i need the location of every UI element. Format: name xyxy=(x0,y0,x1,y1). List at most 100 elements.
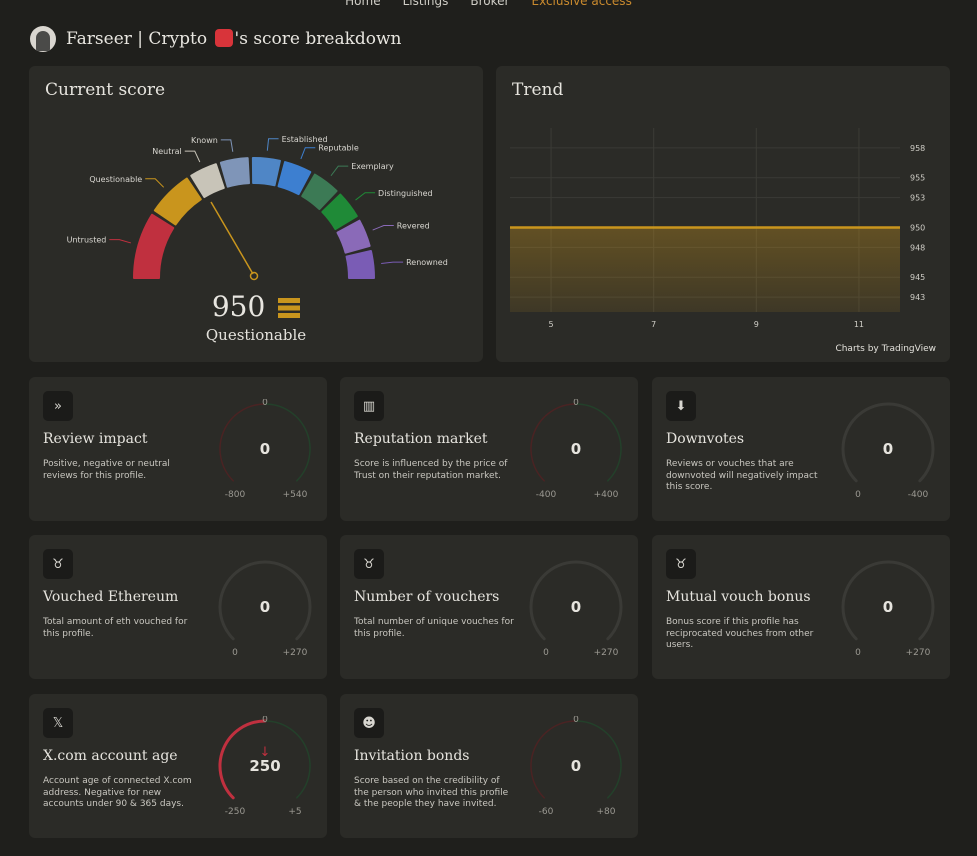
metric-description: Score is influenced by the price of Trus… xyxy=(354,459,508,481)
gauge-min-label: 0 xyxy=(855,648,861,657)
metric-title: Reputation market xyxy=(354,431,488,447)
gauge-top-label: 0 xyxy=(262,399,268,408)
nav-home[interactable]: Home xyxy=(345,0,381,8)
metric-description: Reviews or vouches that are downvoted wi… xyxy=(666,459,818,492)
nav-exclusive-access[interactable]: Exclusive access xyxy=(531,0,632,8)
gauge-value: 0 xyxy=(260,598,270,616)
y-tick-label: 945 xyxy=(910,273,925,282)
gauge-arc xyxy=(530,403,577,482)
tier-label: Questionable xyxy=(89,175,142,184)
tier-label: Untrusted xyxy=(67,236,107,245)
vouch-icon: ♉ xyxy=(666,549,696,579)
metric-card: 𝕏 X.com account age Account age of connect… xyxy=(29,694,327,838)
gauge-min-label: -60 xyxy=(539,807,554,816)
gauge-arc xyxy=(841,560,935,641)
y-tick-label: 955 xyxy=(910,174,925,183)
tier-segment xyxy=(321,193,358,231)
gauge-value: 0 xyxy=(883,598,893,616)
tier-label: Distinguished xyxy=(378,189,433,198)
current-score-title: Current score xyxy=(45,80,166,100)
metric-gauge: 250↓ 0 -250 +5 xyxy=(218,716,311,816)
page-header: Farseer | Crypto 's score breakdown xyxy=(30,26,402,52)
score-level: Questionable xyxy=(205,326,307,344)
gauge-min-label: -250 xyxy=(225,807,246,816)
tier-leader-line xyxy=(220,139,234,152)
tradingview-credit[interactable]: Charts by TradingView xyxy=(835,344,936,354)
gauge-top-label: 0 xyxy=(262,716,268,725)
avatar[interactable] xyxy=(30,26,56,52)
tier-label: Known xyxy=(191,136,218,145)
metric-description: Account age of connected X.com address. … xyxy=(43,776,192,809)
metric-card: ☻ Invitation bonds Score based on the cred… xyxy=(340,694,638,838)
profile-name: Farseer | Crypto xyxy=(66,29,208,49)
metric-gauge: 0 0 +270 xyxy=(218,560,312,657)
score-logo-icon xyxy=(278,298,301,318)
gauge-min-label: 0 xyxy=(543,648,549,657)
metric-description: Total amount of eth vouched for this pro… xyxy=(43,617,188,639)
gauge-min-label: 0 xyxy=(855,490,861,499)
gauge-max-label: +80 xyxy=(597,807,616,816)
gauge-max-label: +5 xyxy=(288,807,301,816)
gauge-arc xyxy=(264,403,311,482)
tier-leader-line xyxy=(266,138,279,151)
metric-title: Vouched Ethereum xyxy=(43,589,179,605)
metric-gauge: 0 0 -400 xyxy=(841,402,935,499)
x-tick-label: 11 xyxy=(854,320,864,329)
arrow-down-icon: ↓ xyxy=(260,745,271,760)
trend-title: Trend xyxy=(512,80,564,100)
gauge-max-label: +400 xyxy=(594,490,619,499)
tier-leader-line xyxy=(355,192,376,201)
tier-label: Reputable xyxy=(318,144,359,153)
tier-segment xyxy=(219,157,250,188)
score-needle xyxy=(210,201,254,275)
gauge-max-label: +270 xyxy=(594,648,619,657)
nav-listings[interactable]: Listings xyxy=(402,0,449,8)
gauge-value: 0 xyxy=(883,440,893,458)
metric-gauge: 0 0 -800 +540 xyxy=(219,399,311,499)
tier-segment xyxy=(277,161,312,196)
tier-segment xyxy=(336,219,371,254)
title-suffix: 's score breakdown xyxy=(234,29,402,49)
gauge-value: 0 xyxy=(260,440,270,458)
gauge-value: 0 xyxy=(571,440,581,458)
tier-segment xyxy=(153,177,202,226)
metric-title: X.com account age xyxy=(43,748,178,764)
gauge-arc xyxy=(218,719,267,800)
gauge-arc xyxy=(530,720,577,799)
metric-card: ⬇ Downvotes Reviews or vouches that are do… xyxy=(652,377,950,521)
vouch-icon: ♉ xyxy=(354,549,384,579)
nav-broker[interactable]: Broker xyxy=(470,0,510,8)
tier-label: Established xyxy=(282,135,328,144)
x-tick-label: 9 xyxy=(754,320,759,329)
tier-label: Neutral xyxy=(152,147,182,156)
trend-card: Trend 958 955 953 950 948 945 943 5 7 9 11 Charts … xyxy=(496,66,950,362)
tier-segment xyxy=(345,249,375,279)
metric-description: Positive, negative or neutral reviews fo… xyxy=(43,459,170,481)
score-value: 950 xyxy=(211,290,266,323)
tier-leader-line xyxy=(330,165,349,177)
tier-label: Renowned xyxy=(406,258,448,267)
tier-segment xyxy=(190,163,225,199)
gauge-arc xyxy=(529,560,623,641)
gauge-arc xyxy=(264,720,311,799)
needle-pivot xyxy=(249,271,259,281)
tier-leader-line xyxy=(381,261,404,265)
metric-gauge: 0 0 +270 xyxy=(529,560,623,657)
metric-card: ▥ Reputation market Score is influenced by… xyxy=(340,377,638,521)
metric-title: Number of vouchers xyxy=(354,589,500,605)
y-tick-label: 950 xyxy=(910,223,925,232)
gauge-arc xyxy=(575,720,622,799)
metric-title: Mutual vouch bonus xyxy=(666,589,811,605)
metric-title: Invitation bonds xyxy=(354,748,470,764)
tier-leader-line xyxy=(109,239,132,244)
gauge-value: 0 xyxy=(571,598,581,616)
gauge-arc xyxy=(218,560,312,641)
current-score-card: Current score Untrusted Questionable Neutr… xyxy=(29,66,483,362)
tier-segment xyxy=(251,157,281,187)
y-tick-label: 958 xyxy=(910,144,925,153)
arrow-down-icon: ⬇ xyxy=(666,391,696,421)
tier-leader-line xyxy=(300,147,316,160)
gauge-top-label: 0 xyxy=(573,716,579,725)
tier-leader-line xyxy=(184,150,201,163)
tier-segment xyxy=(133,213,175,279)
